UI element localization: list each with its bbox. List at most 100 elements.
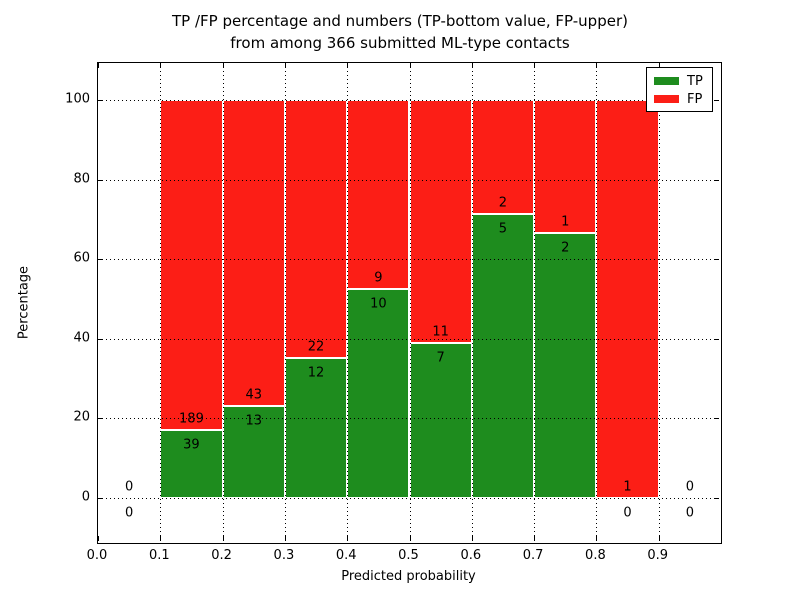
- x-tick-label: 0.9: [647, 548, 669, 563]
- x-gridline: [596, 63, 598, 543]
- y-gridline: [98, 179, 721, 181]
- y-gridline: [98, 498, 721, 499]
- bar-segment-fp: [471, 100, 535, 215]
- x-gridline: [471, 63, 473, 543]
- x-tick-mark: [222, 536, 224, 541]
- y-tick-label: 80: [73, 171, 90, 187]
- chart-title: TP /FP percentage and numbers (TP-bottom…: [0, 10, 800, 54]
- y-tick-mark: [98, 100, 103, 102]
- x-gridline: [409, 63, 411, 543]
- x-tick-mark: [160, 63, 162, 68]
- y-tick-mark: [98, 259, 103, 261]
- x-gridline: [534, 63, 536, 543]
- bar-tp-count-label: 5: [498, 221, 508, 237]
- fp-color-swatch: [654, 95, 679, 103]
- x-tick-mark: [284, 536, 286, 541]
- x-tick-mark: [658, 63, 660, 68]
- bar-tp-count-label: 12: [307, 365, 325, 381]
- y-tick-mark: [714, 259, 719, 261]
- y-tick-mark: [714, 498, 719, 499]
- bar-segment-tp: [534, 232, 597, 498]
- y-gridline: [98, 338, 721, 340]
- y-tick-mark: [98, 338, 103, 340]
- bar-fp-count-label: 11: [432, 324, 449, 340]
- x-tick-mark: [284, 63, 286, 68]
- bar-fp-count-label: 2: [498, 195, 508, 211]
- x-tick-mark: [409, 536, 411, 541]
- bar-segment-fp: [409, 100, 472, 344]
- bar-segment-tp: [160, 430, 223, 498]
- x-tick-label: 0.5: [398, 548, 419, 563]
- x-tick-mark: [222, 63, 224, 68]
- y-tick-mark: [98, 418, 103, 420]
- legend: TP FP: [646, 67, 713, 112]
- plot-area: 0 0 189 39 43 13 22 12 9 10 11 7 2 5 1 2 1 0 0 0: [97, 62, 722, 544]
- y-tick-mark: [98, 179, 103, 181]
- bar-fp-count-label: 1: [561, 214, 570, 230]
- x-gridline: [347, 63, 349, 543]
- x-tick-mark: [596, 536, 598, 541]
- x-tick-label: 0.7: [522, 548, 544, 563]
- x-tick-label: 0.2: [211, 548, 232, 563]
- x-gridline: [658, 63, 660, 543]
- legend-label-fp: FP: [687, 91, 703, 107]
- bar-segment-tp: [222, 405, 285, 498]
- x-axis-label: Predicted probability: [341, 569, 476, 584]
- x-tick-mark: [160, 536, 162, 541]
- x-tick-mark: [347, 63, 349, 68]
- bar-tp-count-label: 2: [561, 240, 570, 256]
- bar-segment-fp: [596, 100, 659, 498]
- bar-fp-count-label: 0: [125, 479, 134, 495]
- bar-fp-count-label: 22: [307, 339, 325, 355]
- y-tick-label: 60: [73, 250, 90, 266]
- bar-segment-fp: [534, 100, 597, 233]
- x-tick-mark: [409, 63, 411, 68]
- bar-tp-count-label: 0: [685, 505, 694, 521]
- chart-title-line2: from among 366 submitted ML-type contact…: [230, 34, 570, 52]
- bar-tp-count-label: 10: [370, 296, 387, 312]
- legend-label-tp: TP: [687, 73, 703, 89]
- bar-fp-count-label: 189: [179, 411, 204, 427]
- y-tick-label: 100: [65, 91, 90, 107]
- bar-fp-count-label: 43: [245, 387, 263, 403]
- x-gridline: [160, 63, 162, 543]
- y-gridline: [98, 418, 721, 420]
- chart-title-line1: TP /FP percentage and numbers (TP-bottom…: [172, 12, 628, 30]
- y-tick-label: 0: [81, 489, 90, 505]
- x-tick-label: 0.8: [585, 548, 606, 563]
- x-tick-label: 0.3: [273, 548, 295, 563]
- bar-fp-count-label: 1: [623, 479, 632, 495]
- y-tick-label: 40: [73, 330, 90, 346]
- x-tick-mark: [98, 536, 99, 541]
- bar-tp-count-label: 39: [183, 437, 200, 453]
- x-gridline: [222, 63, 224, 543]
- y-tick-mark: [714, 418, 719, 420]
- bar-segment-fp: [347, 100, 410, 289]
- x-tick-mark: [98, 63, 99, 68]
- bar-segment-fp: [222, 100, 285, 406]
- bar-segment-fp: [284, 100, 348, 358]
- bar-segment-fp: [160, 100, 223, 430]
- x-gridline: [284, 63, 286, 543]
- x-tick-label: 0.6: [460, 548, 482, 563]
- bar-segment-tp: [471, 214, 535, 498]
- x-tick-mark: [471, 63, 473, 68]
- bar-tp-count-label: 0: [623, 505, 632, 521]
- y-tick-mark: [714, 100, 719, 102]
- bar-tp-count-label: 0: [125, 505, 134, 521]
- y-tick-label: 20: [73, 409, 90, 425]
- y-tick-mark: [714, 179, 719, 181]
- bar-tp-count-label: 7: [436, 350, 445, 366]
- bar-fp-count-label: 9: [374, 270, 383, 286]
- x-tick-mark: [596, 63, 598, 68]
- y-gridline: [98, 100, 721, 102]
- x-tick-label: 0.4: [335, 548, 357, 563]
- y-tick-mark: [98, 498, 103, 499]
- tp-color-swatch: [654, 77, 679, 85]
- bar-segment-tp: [409, 343, 472, 498]
- x-tick-mark: [534, 536, 536, 541]
- y-tick-mark: [714, 338, 719, 340]
- bar-tp-count-label: 13: [245, 413, 263, 429]
- x-tick-mark: [658, 536, 660, 541]
